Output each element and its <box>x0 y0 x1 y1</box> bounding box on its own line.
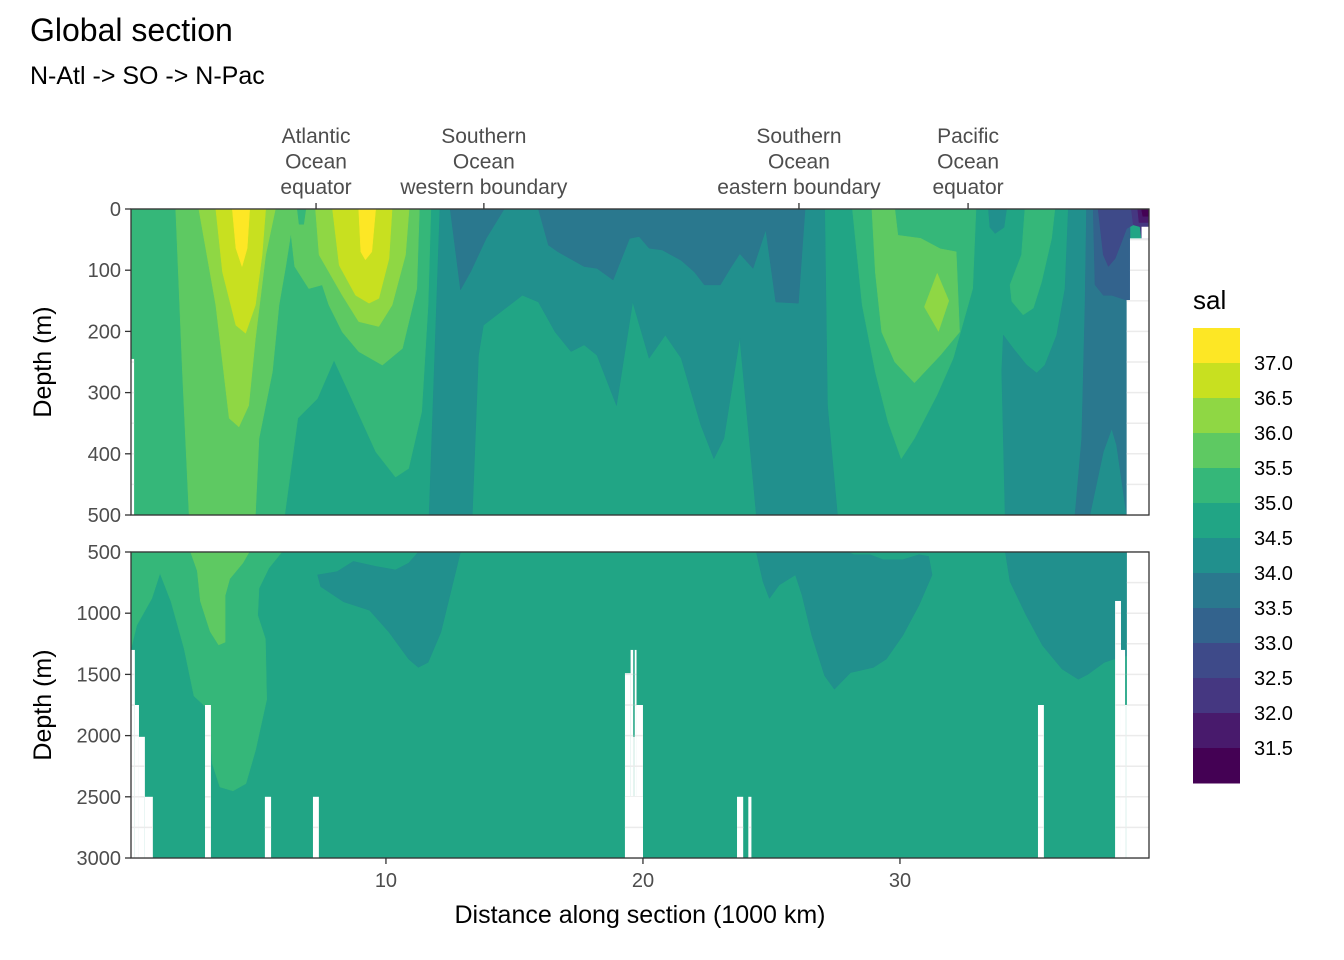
contour-region-36.5 <box>332 208 393 304</box>
legend-label: 32.0 <box>1254 703 1293 725</box>
x-tick-label: 10 <box>375 870 397 892</box>
legend: sal 37.0 36.5 36.0 35.5 35.0 34.5 34.0 33.5 33.0… <box>1193 285 1293 784</box>
top-axis-annotations: AtlanticOceanequatorSouthernOceanwestern… <box>280 125 1004 209</box>
top-axis-label-line: western boundary <box>399 176 567 199</box>
contour-region-35.0 <box>130 551 283 792</box>
missing-data-gap <box>131 649 135 858</box>
x-axis: 10 20 30 <box>375 858 911 892</box>
contour-region-34.0 <box>317 551 461 668</box>
top-axis-label-line: Southern <box>756 125 841 148</box>
y-tick-label: 500 <box>88 505 121 527</box>
missing-data-gap <box>636 705 643 858</box>
lower-panel: 500 1000 1500 2000 2500 3000 <box>77 542 1150 870</box>
legend-label: 34.0 <box>1254 563 1293 585</box>
y-tick-label: 500 <box>88 542 121 564</box>
legend-color-key <box>1193 713 1240 749</box>
legend-color-key <box>1193 433 1240 469</box>
missing-data-gap <box>1126 300 1149 515</box>
legend-label: 37.0 <box>1254 353 1293 375</box>
panel-border <box>130 208 1150 516</box>
legend-title: sal <box>1193 285 1226 315</box>
missing-data-gap <box>630 649 634 858</box>
top-axis-label-line: Ocean <box>768 151 830 174</box>
top-axis-label-line: equator <box>932 176 1003 199</box>
x-tick-label: 20 <box>632 870 654 892</box>
contour-region-36.5 <box>215 208 266 334</box>
top-axis-label-line: Pacific <box>937 125 999 148</box>
contour-region-35.5 <box>871 208 960 384</box>
legend-label: 33.0 <box>1254 633 1293 655</box>
chart-title: Global section <box>30 12 233 48</box>
missing-data-gap <box>131 358 135 515</box>
legend-color-key <box>1193 503 1240 539</box>
contour-region-33.5 <box>538 208 806 304</box>
legend-label: 31.5 <box>1254 738 1293 760</box>
missing-data-gap <box>1120 649 1126 858</box>
y-axis-title-lower: Depth (m) <box>29 649 57 760</box>
y-tick-label: 1500 <box>77 664 122 686</box>
x-axis-title: Distance along section (1000 km) <box>454 901 825 929</box>
missing-data-gap <box>205 705 211 858</box>
legend-label: 35.5 <box>1254 458 1293 480</box>
legend-label: 34.5 <box>1254 528 1293 550</box>
missing-data-gap <box>1125 705 1127 858</box>
missing-data-gap <box>1129 238 1149 301</box>
y-tick-label: 3000 <box>77 848 122 870</box>
legend-label: 32.5 <box>1254 668 1293 690</box>
top-axis-label-line: Ocean <box>285 151 347 174</box>
x-tick-label: 30 <box>889 870 911 892</box>
y-tick-label: 100 <box>88 260 121 282</box>
legend-color-key <box>1193 398 1240 434</box>
legend-color-key <box>1193 748 1240 784</box>
chart-subtitle: N-Atl -> SO -> N-Pac <box>30 62 265 90</box>
contour-region-31.5 <box>1141 208 1150 217</box>
legend-color-key <box>1193 678 1240 714</box>
legend-color-key <box>1193 643 1240 679</box>
y-tick-label: 300 <box>88 383 121 405</box>
legend-label: 36.0 <box>1254 423 1293 445</box>
legend-color-key <box>1193 363 1240 399</box>
legend-label: 35.0 <box>1254 493 1293 515</box>
contour-region-35.5 <box>190 551 250 646</box>
top-axis-label-line: Atlantic <box>282 125 351 148</box>
missing-data-gap <box>1141 226 1149 239</box>
y-tick-label: 1000 <box>77 603 122 625</box>
y-tick-label: 200 <box>88 321 121 343</box>
legend-color-key <box>1193 328 1240 364</box>
top-axis-label-line: Southern <box>441 125 526 148</box>
top-axis-label-line: Ocean <box>937 151 999 174</box>
y-axis-title-upper: Depth (m) <box>29 306 57 417</box>
legend-label: 33.5 <box>1254 598 1293 620</box>
contour-region-35.0 <box>1009 208 1056 316</box>
top-axis-label-line: Ocean <box>453 151 515 174</box>
contour-region-34.0 <box>428 208 838 516</box>
top-axis-label-line: equator <box>280 176 351 199</box>
legend-color-key <box>1193 538 1240 574</box>
y-tick-label: 0 <box>110 199 121 221</box>
legend-color-key <box>1193 468 1240 504</box>
missing-data-gap <box>634 649 637 858</box>
missing-data-gap <box>1115 600 1121 858</box>
legend-label: 36.5 <box>1254 388 1293 410</box>
missing-data-gap <box>134 705 139 858</box>
contour-region-34.0 <box>755 551 933 690</box>
y-tick-label: 2000 <box>77 726 122 748</box>
legend-color-key <box>1193 608 1240 644</box>
contour-region-36.0 <box>924 272 950 333</box>
missing-data-gap <box>1037 705 1044 858</box>
y-tick-label: 2500 <box>77 787 122 809</box>
top-axis-label-line: eastern boundary <box>717 176 881 199</box>
legend-color-key <box>1193 573 1240 609</box>
y-tick-label: 400 <box>88 444 121 466</box>
upper-panel: 0 100 200 300 400 500 <box>88 199 1150 527</box>
panel-border <box>130 551 1150 859</box>
